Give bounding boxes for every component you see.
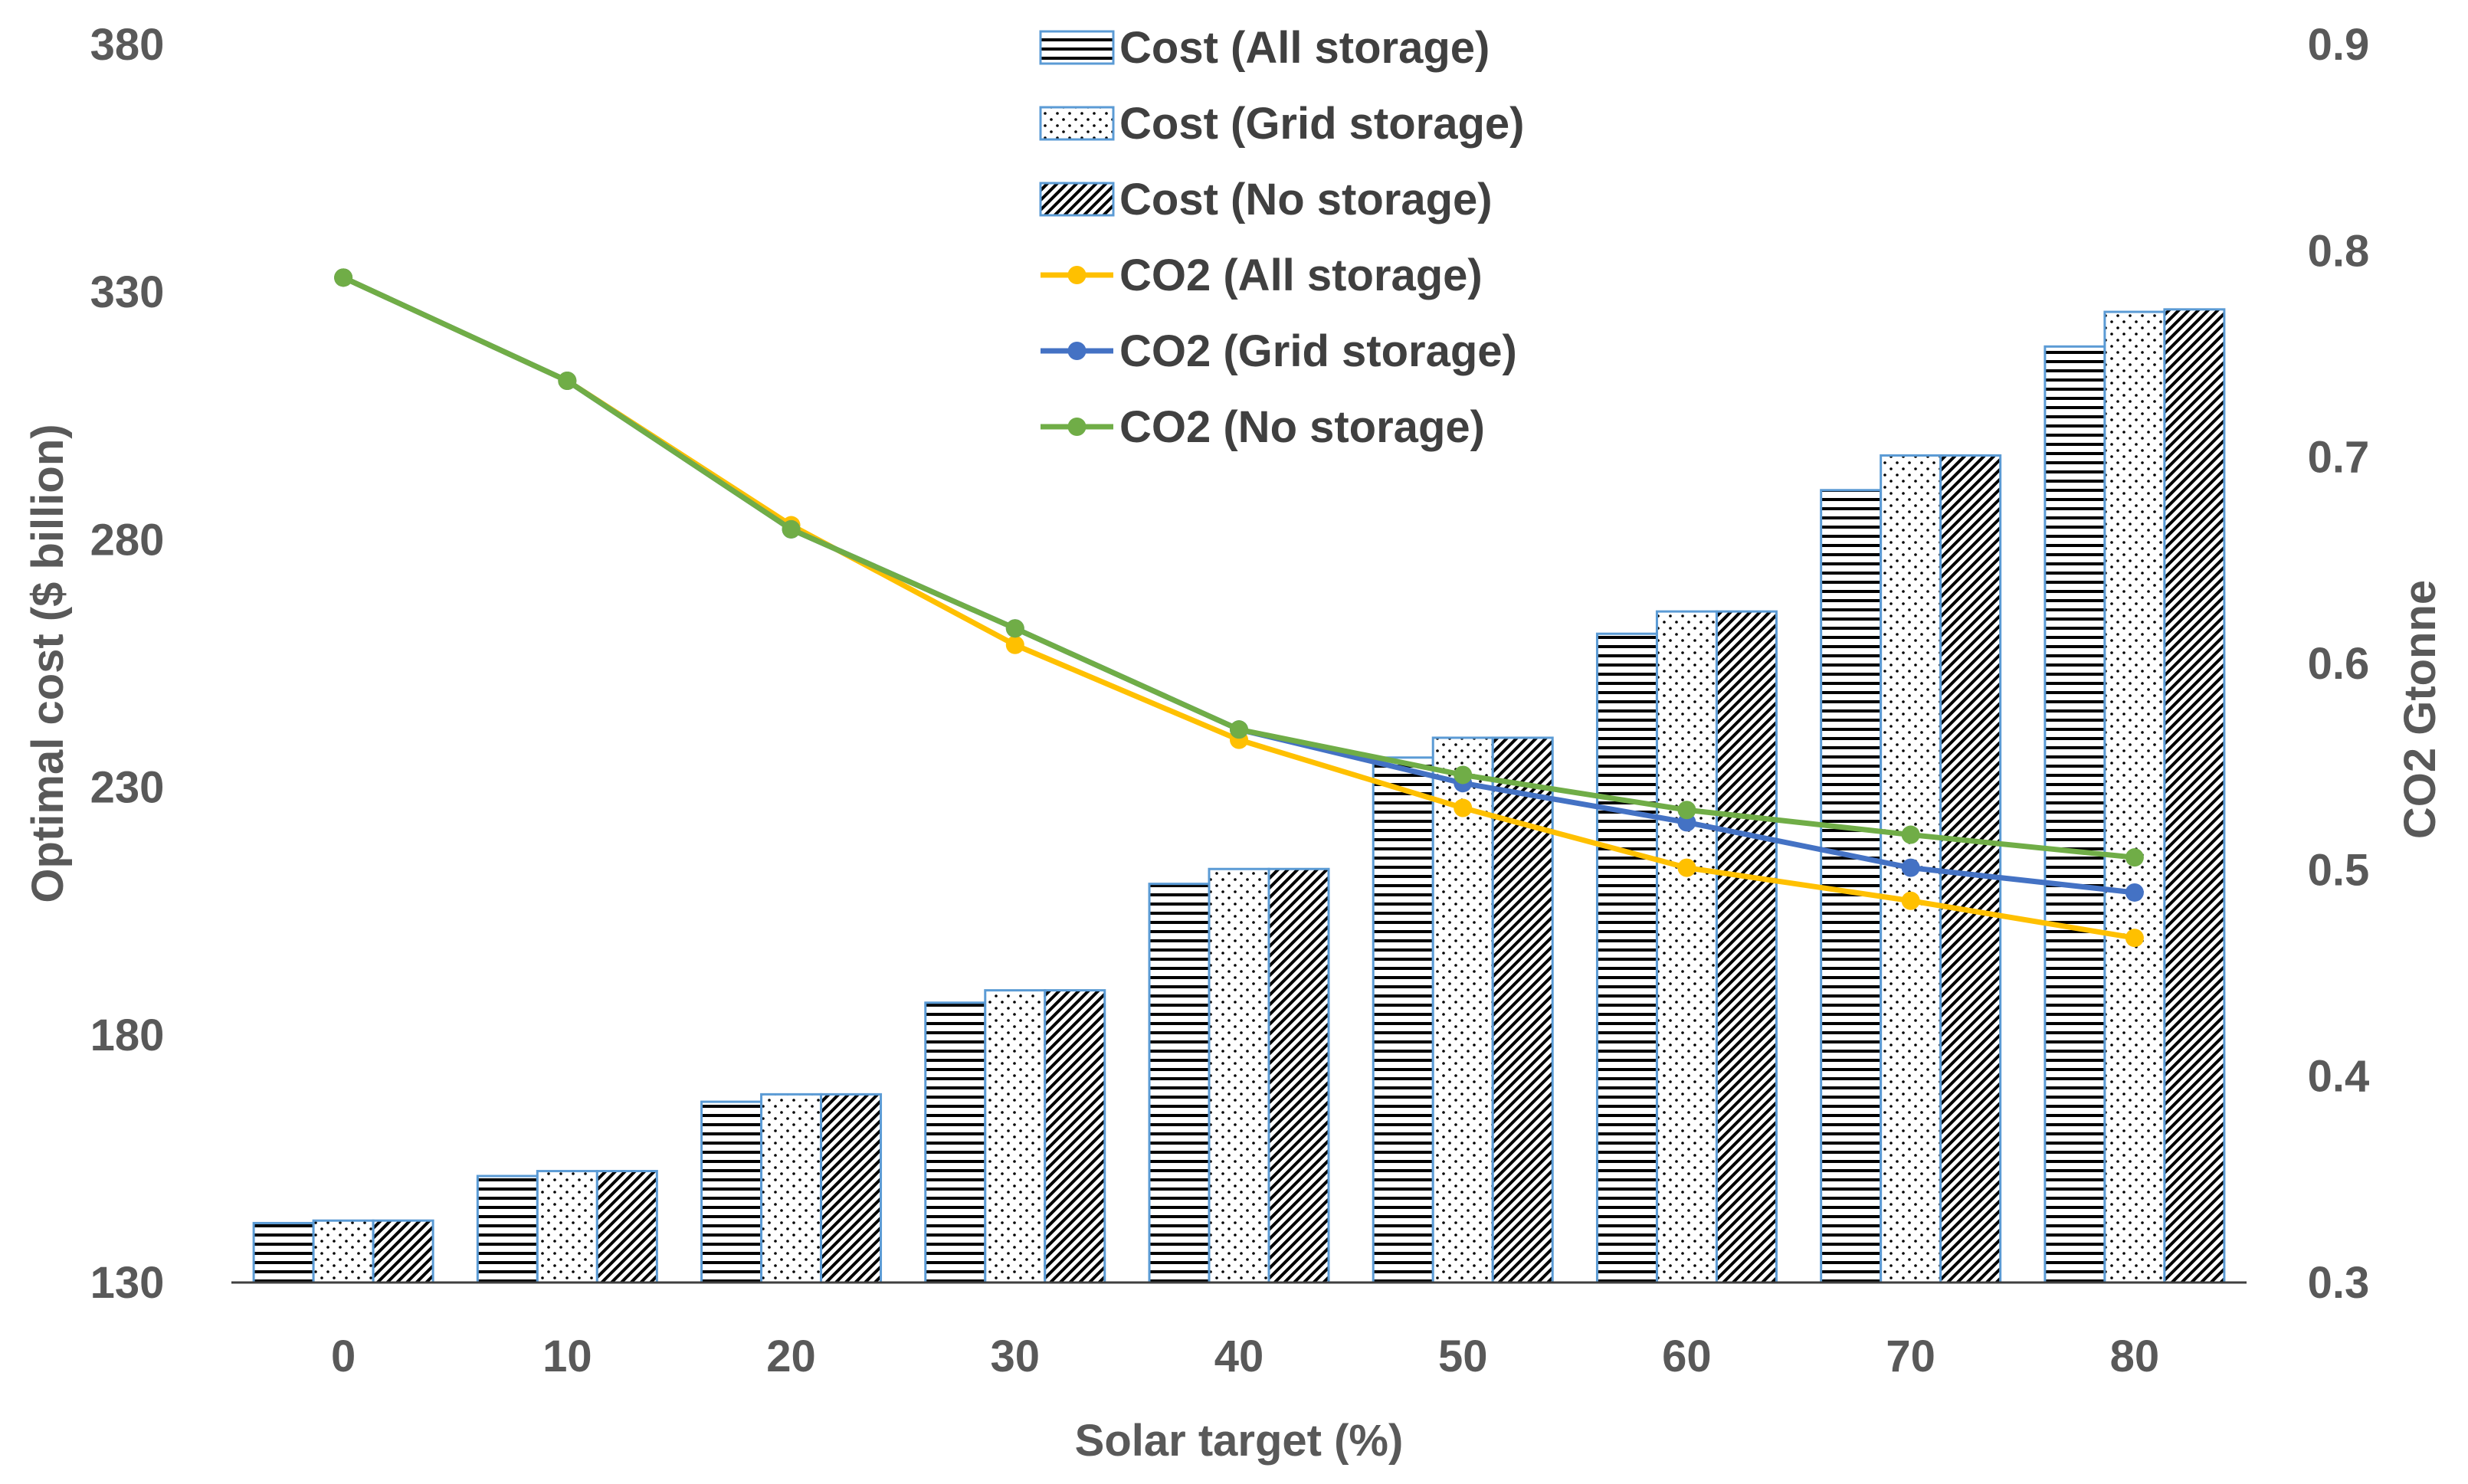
bar-horizontal-10 <box>476 1174 539 1284</box>
y2-tick-label: 0.7 <box>2308 433 2370 483</box>
bar-diagonal-70 <box>1939 454 2002 1284</box>
y2-tick-label: 0.3 <box>2308 1258 2370 1308</box>
x-tick-label: 70 <box>1886 1332 1935 1381</box>
legend-label: Cost (All storage) <box>1119 23 1490 73</box>
y2-tick-label: 0.5 <box>2308 845 2370 895</box>
line-point <box>782 519 801 539</box>
legend-label: Cost (No storage) <box>1119 175 1493 224</box>
bar-dots-50 <box>1431 736 1494 1284</box>
line-point <box>1901 825 1920 844</box>
bar-dots-0 <box>312 1219 375 1284</box>
legend-label: CO2 (No storage) <box>1119 402 1485 452</box>
bar-diagonal-10 <box>595 1170 658 1284</box>
y-tick-label: 330 <box>90 267 165 317</box>
lines-layer <box>334 268 2144 948</box>
y2-tick-label: 0.6 <box>2308 639 2370 689</box>
y2-tick-label: 0.4 <box>2308 1052 2370 1102</box>
line-point <box>334 268 353 287</box>
bar-diagonal-20 <box>820 1093 883 1284</box>
y-tick-label: 280 <box>90 515 165 565</box>
bars-layer <box>252 308 2226 1284</box>
line-point <box>2125 883 2144 902</box>
legend-swatch-marker <box>1067 266 1087 284</box>
y-tick-label: 380 <box>90 20 165 70</box>
line-point <box>1454 798 1473 817</box>
line-point <box>2125 929 2144 948</box>
labels-layer: 0 10 20 30 40 50 60 70 80 130 180 230 280 330 380 0.3 0.… <box>23 20 2445 1466</box>
x-tick-label: 0 <box>331 1332 356 1381</box>
y-tick-label: 230 <box>90 763 165 813</box>
x-tick-label: 50 <box>1438 1332 1488 1381</box>
legend-swatch-marker <box>1067 418 1087 436</box>
bar-dots-10 <box>536 1170 598 1284</box>
legend-swatch-marker <box>1067 342 1087 360</box>
line-point <box>2125 848 2144 867</box>
bar-diagonal-0 <box>372 1219 434 1284</box>
line-point <box>1677 858 1696 877</box>
x-tick-label: 60 <box>1662 1332 1712 1381</box>
x-tick-label: 10 <box>542 1332 592 1381</box>
legend-label: Cost (Grid storage) <box>1119 99 1525 149</box>
bar-dots-20 <box>760 1093 823 1284</box>
y-tick-label: 180 <box>90 1011 165 1060</box>
bar-dots-60 <box>1655 610 1718 1284</box>
bar-horizontal-80 <box>2044 345 2106 1284</box>
legend-swatch-bar <box>1039 106 1115 141</box>
y2-axis-title: CO2 Gtonne <box>2395 580 2445 839</box>
bar-horizontal-40 <box>1148 883 1211 1284</box>
line-point <box>1005 619 1024 638</box>
y2-tick-label: 0.9 <box>2308 20 2370 70</box>
y-axis-title: Optimal cost ($ billion) <box>23 424 73 903</box>
bar-diagonal-30 <box>1044 989 1106 1284</box>
line-point <box>1901 891 1920 910</box>
bar-diagonal-40 <box>1267 867 1330 1284</box>
line-point <box>558 372 577 391</box>
bar-horizontal-30 <box>924 1001 987 1284</box>
legend-label: CO2 (Grid storage) <box>1119 326 1517 376</box>
x-axis-title: Solar target (%) <box>1075 1416 1404 1466</box>
bar-horizontal-50 <box>1372 756 1434 1284</box>
x-tick-label: 30 <box>991 1332 1041 1381</box>
bar-dots-30 <box>984 989 1047 1284</box>
bar-horizontal-60 <box>1595 632 1658 1284</box>
bar-horizontal-0 <box>252 1221 315 1284</box>
y-tick-label: 130 <box>90 1258 165 1308</box>
line-point <box>1454 765 1473 785</box>
legend: Cost (All storage) Cost (Grid storage) Cos… <box>1039 23 1525 452</box>
line-point <box>1005 635 1024 654</box>
line-point <box>1230 720 1248 739</box>
legend-label: CO2 (All storage) <box>1119 251 1483 300</box>
bar-dots-40 <box>1208 867 1270 1284</box>
bar-dots-80 <box>2103 310 2166 1284</box>
y2-tick-label: 0.8 <box>2308 226 2370 276</box>
line-point <box>1901 858 1920 877</box>
bar-diagonal-60 <box>1715 610 1778 1284</box>
bar-horizontal-20 <box>700 1100 763 1284</box>
legend-swatch-bar <box>1039 182 1115 217</box>
x-tick-label: 20 <box>766 1332 816 1381</box>
legend-swatch-bar <box>1039 30 1115 65</box>
x-tick-label: 40 <box>1214 1332 1264 1381</box>
line-point <box>1677 801 1696 820</box>
x-tick-label: 80 <box>2110 1332 2160 1381</box>
bar-diagonal-80 <box>2163 308 2226 1284</box>
